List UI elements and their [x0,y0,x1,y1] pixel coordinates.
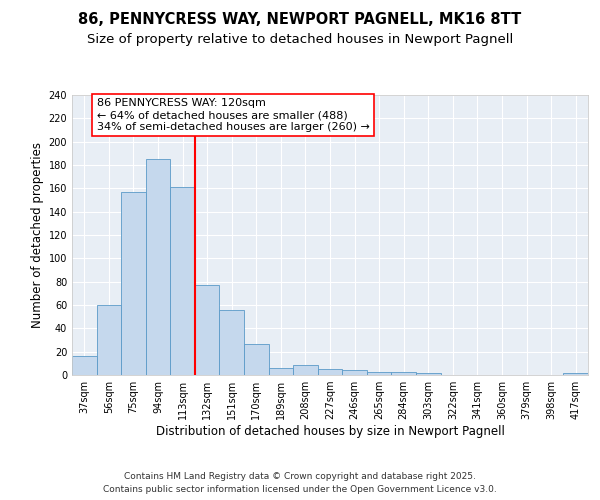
Text: Contains HM Land Registry data © Crown copyright and database right 2025.: Contains HM Land Registry data © Crown c… [124,472,476,481]
Bar [146,159,170,375]
Bar [121,192,146,375]
Bar [563,372,588,375]
Text: 86, PENNYCRESS WAY, NEWPORT PAGNELL, MK16 8TT: 86, PENNYCRESS WAY, NEWPORT PAGNELL, MK1… [79,12,521,28]
Text: Contains public sector information licensed under the Open Government Licence v3: Contains public sector information licen… [103,485,497,494]
Bar [318,369,342,375]
Bar [170,187,195,375]
Bar [416,372,440,375]
Bar [220,310,244,375]
Bar [72,356,97,375]
Bar [195,285,220,375]
Bar [293,364,318,375]
Bar [97,305,121,375]
X-axis label: Distribution of detached houses by size in Newport Pagnell: Distribution of detached houses by size … [155,425,505,438]
Text: Size of property relative to detached houses in Newport Pagnell: Size of property relative to detached ho… [87,32,513,46]
Bar [244,344,269,375]
Bar [269,368,293,375]
Bar [367,372,391,375]
Bar [391,372,416,375]
Bar [342,370,367,375]
Text: 86 PENNYCRESS WAY: 120sqm
← 64% of detached houses are smaller (488)
34% of semi: 86 PENNYCRESS WAY: 120sqm ← 64% of detac… [97,98,370,132]
Y-axis label: Number of detached properties: Number of detached properties [31,142,44,328]
